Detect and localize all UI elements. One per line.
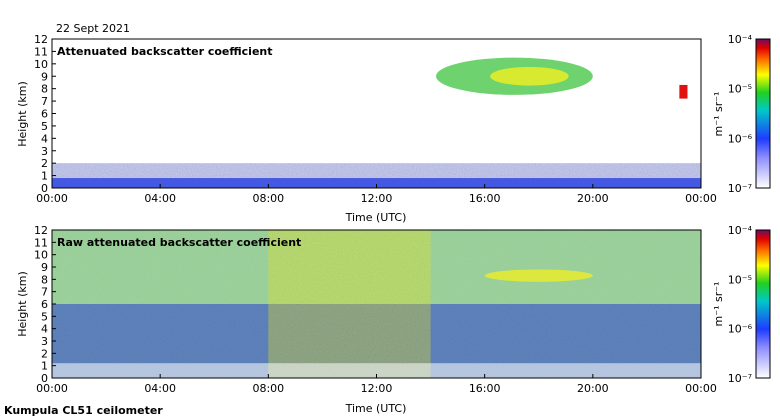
- colorbar-label: 10⁻⁵: [728, 83, 752, 96]
- colorbar-label: 10⁻⁴: [728, 33, 753, 46]
- high-cloud: [484, 269, 593, 282]
- y-tick-label: 1: [41, 360, 48, 373]
- colorbar-2-gradient: [755, 229, 771, 379]
- y-tick-label: 12: [34, 224, 48, 237]
- panel-2-heatmap: [52, 230, 701, 378]
- y-tick-label: 5: [41, 310, 48, 323]
- colorbar-2-labels: 10⁻⁷ 10⁻⁶ 10⁻⁵ 10⁻⁴: [728, 224, 753, 385]
- x-tick-label: 08:00: [252, 382, 284, 395]
- panel-2-x-ticks: 00:00 04:00 08:00 12:00 16:00 20:00 00:00: [36, 374, 717, 395]
- x-tick-label: 00:00: [685, 192, 717, 205]
- colorbar-label: 10⁻⁶: [728, 132, 753, 145]
- panel-1-x-ticks: 00:00 04:00 08:00 12:00 16:00 20:00 00:00: [36, 184, 717, 205]
- colorbar-label: 10⁻⁵: [728, 273, 752, 286]
- y-tick-label: 9: [41, 261, 48, 274]
- x-tick-label: 04:00: [144, 382, 176, 395]
- y-tick-label: 11: [34, 45, 48, 58]
- y-tick-label: 6: [41, 298, 48, 311]
- colorbar-1-labels: 10⁻⁷ 10⁻⁶ 10⁻⁵ 10⁻⁴: [728, 33, 753, 195]
- colorbar-label: 10⁻⁷: [728, 182, 752, 195]
- x-tick-label: 16:00: [469, 382, 501, 395]
- panel-2-ylabel: Height (km): [16, 271, 29, 337]
- y-tick-label: 2: [41, 347, 48, 360]
- y-tick-label: 3: [41, 145, 48, 158]
- x-tick-label: 12:00: [361, 382, 393, 395]
- y-tick-label: 0: [41, 372, 48, 385]
- colorbar-1-gradient: [755, 38, 771, 189]
- y-tick-label: 0: [41, 182, 48, 195]
- y-tick-label: 12: [34, 33, 48, 46]
- y-tick-label: 7: [41, 286, 48, 299]
- y-tick-label: 3: [41, 335, 48, 348]
- y-tick-label: 8: [41, 83, 48, 96]
- near-surface-layer: [52, 178, 701, 188]
- y-tick-label: 6: [41, 108, 48, 121]
- panel-2-xlabel: Time (UTC): [345, 402, 407, 415]
- y-tick-label: 10: [34, 249, 48, 262]
- colorbar-1-unit: m⁻¹ sr⁻¹: [712, 92, 725, 137]
- y-tick-label: 9: [41, 70, 48, 83]
- panel-1-heatmap: [52, 57, 701, 188]
- colorbar-2: 10⁻⁷ 10⁻⁶ 10⁻⁵ 10⁻⁴ m⁻¹ sr⁻¹: [712, 224, 771, 385]
- high-cloud-core: [490, 66, 569, 86]
- panel-1-ylabel: Height (km): [16, 81, 29, 147]
- x-tick-label: 00:00: [36, 192, 68, 205]
- colorbar-label: 10⁻⁴: [728, 224, 753, 237]
- y-tick-label: 4: [41, 323, 48, 336]
- y-tick-label: 4: [41, 132, 48, 145]
- date-label: 22 Sept 2021: [56, 22, 130, 35]
- y-tick-label: 10: [34, 58, 48, 71]
- colorbar-1: 10⁻⁷ 10⁻⁶ 10⁻⁵ 10⁻⁴ m⁻¹ sr⁻¹: [712, 33, 771, 195]
- panel-1-title: Attenuated backscatter coefficient: [57, 45, 273, 58]
- panel-2-title: Raw attenuated backscatter coefficient: [57, 236, 301, 249]
- surface-clearing: [52, 363, 701, 378]
- x-tick-label: 20:00: [577, 382, 609, 395]
- x-tick-label: 12:00: [361, 192, 393, 205]
- x-tick-label: 16:00: [469, 192, 501, 205]
- x-tick-label: 04:00: [144, 192, 176, 205]
- y-tick-label: 8: [41, 273, 48, 286]
- late-cloud: [679, 84, 688, 99]
- station-label: Kumpula CL51 ceilometer: [4, 404, 163, 417]
- noise-band: [268, 230, 431, 378]
- y-tick-label: 5: [41, 120, 48, 133]
- y-tick-label: 7: [41, 95, 48, 108]
- y-tick-label: 11: [34, 236, 48, 249]
- y-tick-label: 1: [41, 170, 48, 183]
- colorbar-label: 10⁻⁶: [728, 323, 753, 336]
- x-tick-label: 00:00: [685, 382, 717, 395]
- x-tick-label: 20:00: [577, 192, 609, 205]
- x-tick-label: 00:00: [36, 382, 68, 395]
- x-tick-label: 08:00: [252, 192, 284, 205]
- colorbar-label: 10⁻⁷: [728, 372, 752, 385]
- y-tick-label: 2: [41, 157, 48, 170]
- colorbar-2-unit: m⁻¹ sr⁻¹: [712, 282, 725, 327]
- panel-1-xlabel: Time (UTC): [345, 211, 407, 224]
